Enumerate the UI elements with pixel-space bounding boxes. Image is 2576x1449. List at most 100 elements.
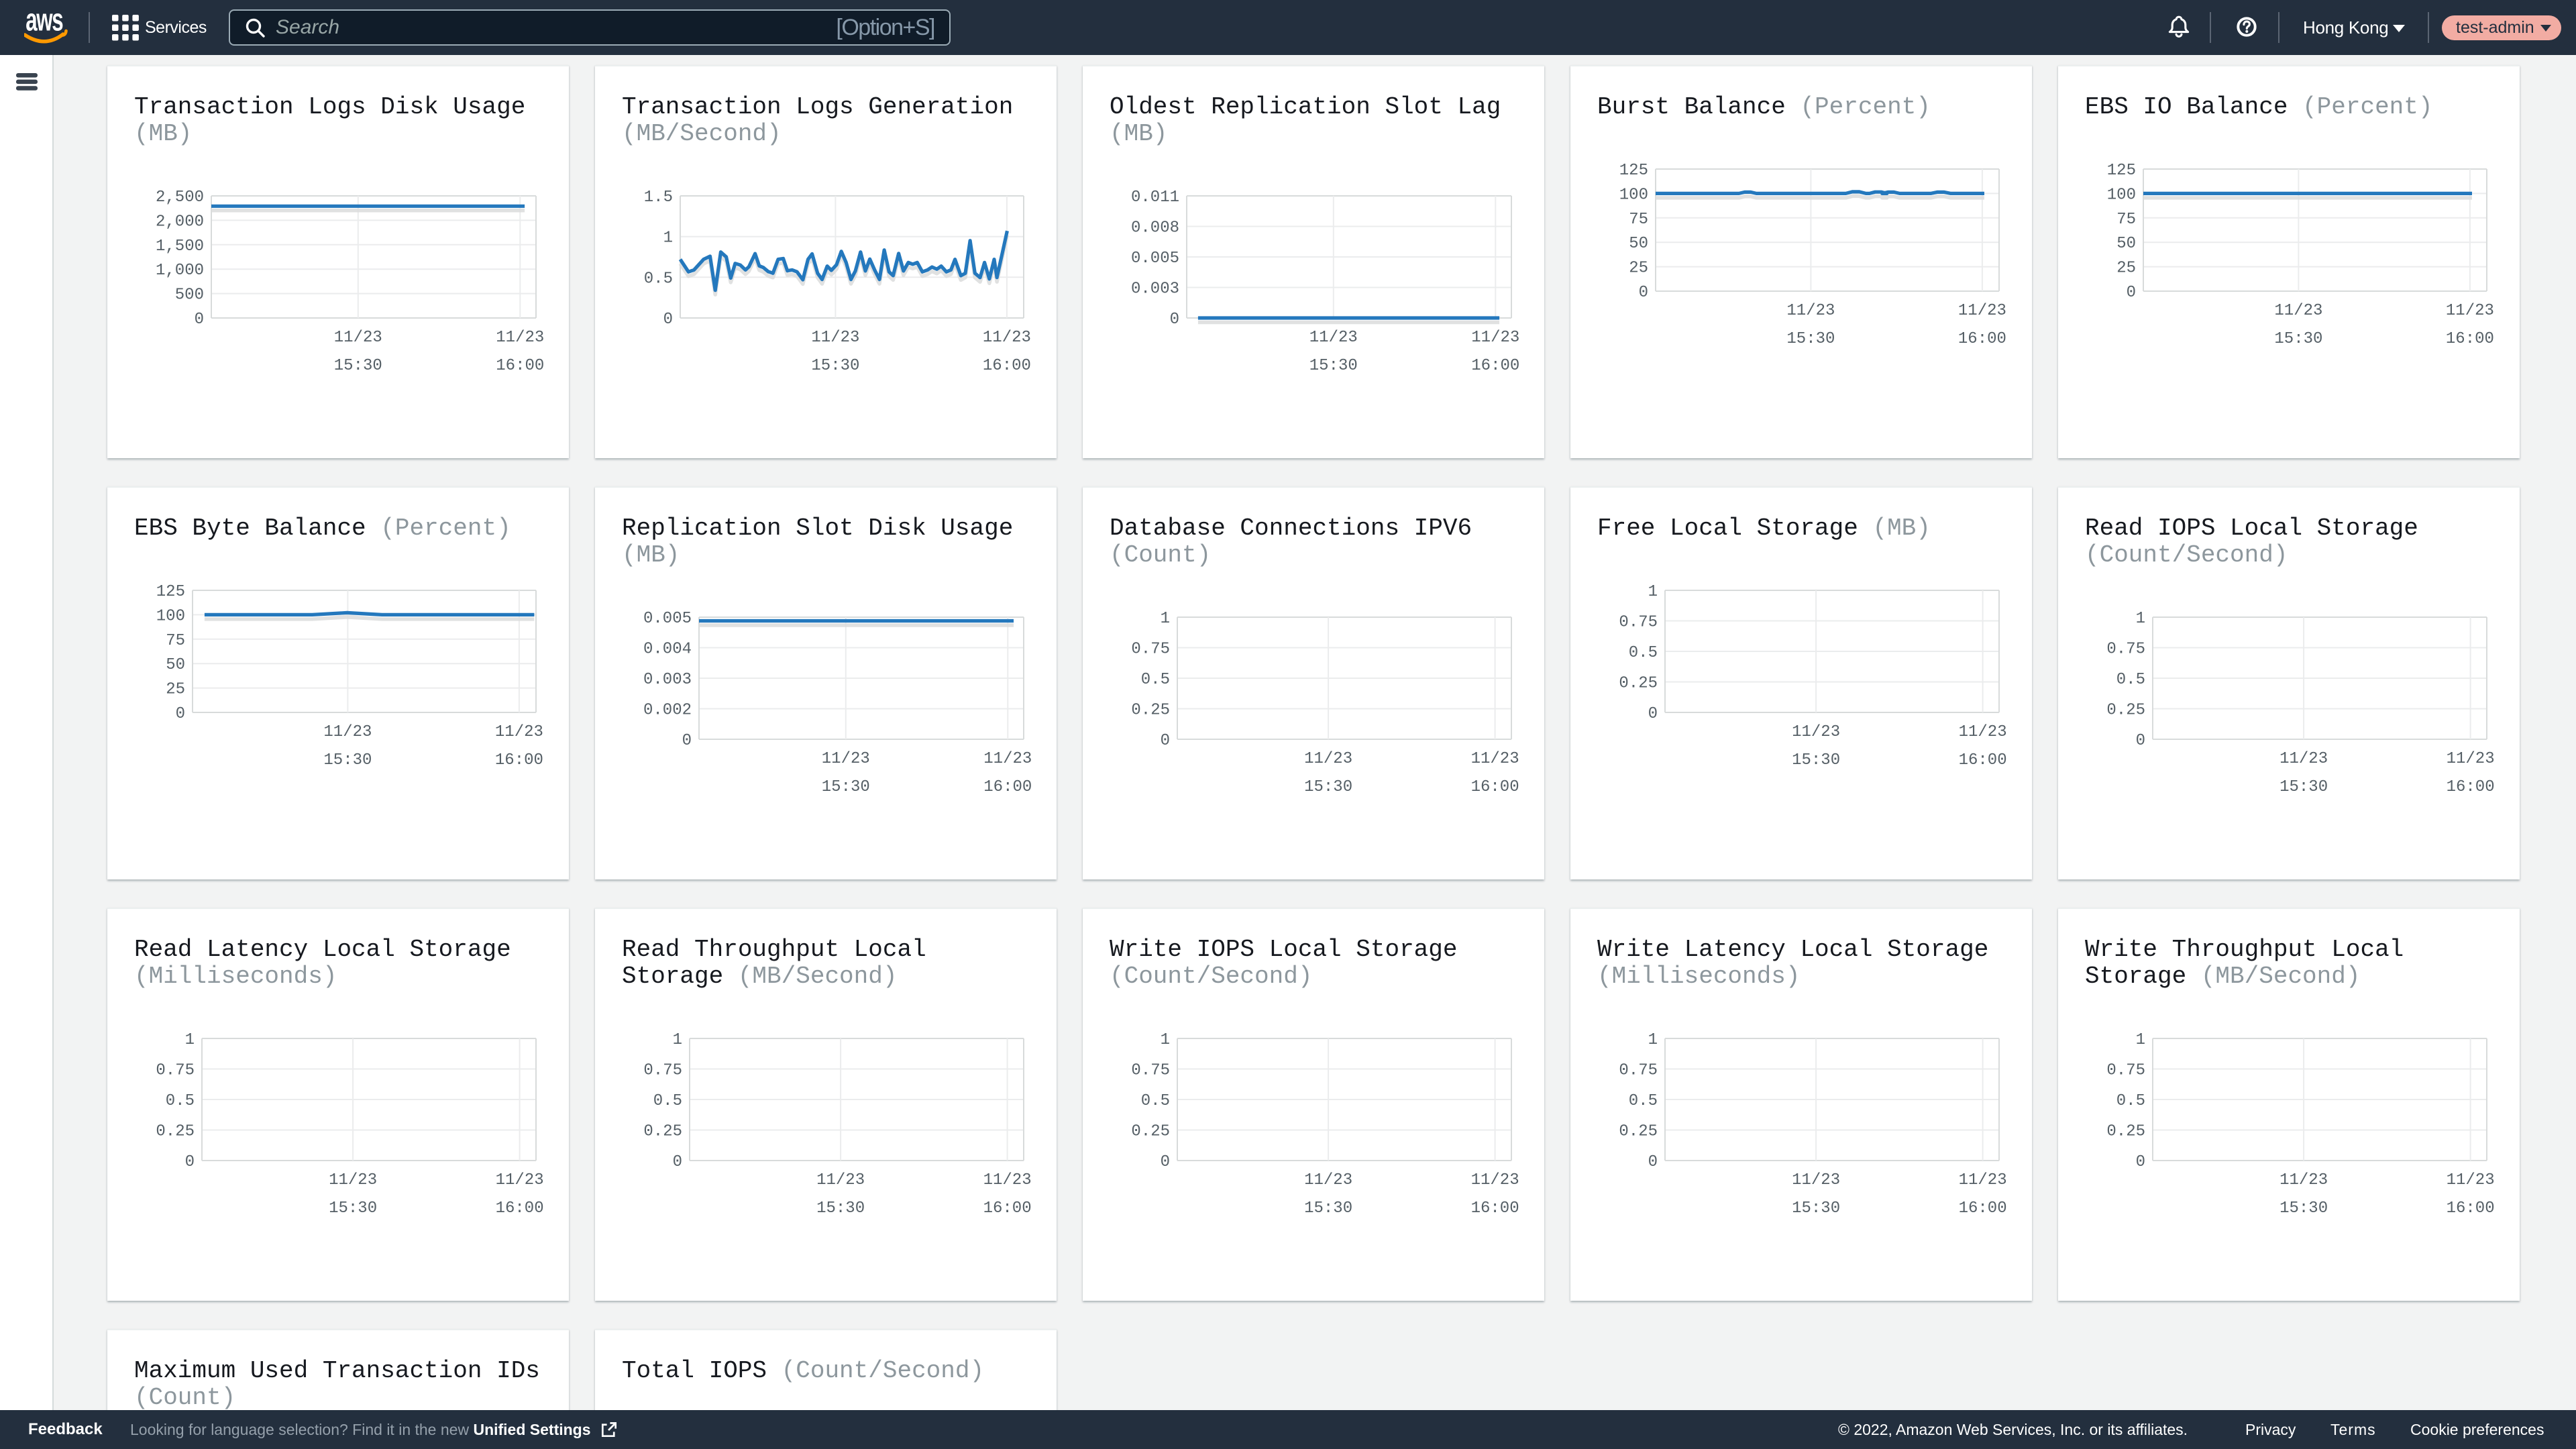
svg-text:0.25: 0.25 — [1619, 675, 1658, 693]
svg-text:16:00: 16:00 — [1959, 751, 2007, 769]
svg-text:15:30: 15:30 — [816, 1199, 865, 1218]
svg-text:1: 1 — [1161, 610, 1170, 628]
svg-text:16:00: 16:00 — [1471, 1199, 1519, 1218]
svg-text:15:30: 15:30 — [811, 357, 859, 375]
svg-text:125: 125 — [2107, 162, 2136, 180]
svg-text:11/23: 11/23 — [334, 329, 382, 347]
svg-text:11/23: 11/23 — [811, 329, 859, 347]
svg-text:1: 1 — [1161, 1031, 1170, 1049]
svg-text:0.5: 0.5 — [2116, 1092, 2145, 1110]
svg-text:100: 100 — [1619, 186, 1648, 204]
svg-text:16:00: 16:00 — [1471, 357, 1519, 375]
svg-text:aws: aws — [25, 9, 62, 38]
svg-text:0.005: 0.005 — [643, 610, 692, 628]
svg-text:0.5: 0.5 — [1629, 644, 1658, 662]
svg-text:15:30: 15:30 — [822, 778, 870, 796]
svg-text:0.75: 0.75 — [643, 1062, 682, 1080]
svg-text:15:30: 15:30 — [1304, 1199, 1352, 1218]
svg-text:11/23: 11/23 — [2279, 1171, 2328, 1189]
svg-text:1: 1 — [673, 1031, 682, 1049]
svg-text:16:00: 16:00 — [983, 1199, 1032, 1218]
svg-text:25: 25 — [2116, 260, 2136, 278]
svg-text:125: 125 — [1619, 162, 1648, 180]
svg-text:2,500: 2,500 — [156, 189, 204, 207]
svg-text:1: 1 — [663, 229, 673, 248]
svg-text:0: 0 — [1639, 284, 1648, 302]
svg-text:16:00: 16:00 — [983, 357, 1031, 375]
svg-text:15:30: 15:30 — [1304, 778, 1352, 796]
svg-text:15:30: 15:30 — [2274, 330, 2322, 348]
svg-text:11/23: 11/23 — [1471, 1171, 1519, 1189]
svg-text:0: 0 — [1161, 1153, 1170, 1171]
svg-text:11/23: 11/23 — [329, 1171, 377, 1189]
svg-text:75: 75 — [2116, 211, 2136, 229]
svg-text:2,000: 2,000 — [156, 213, 204, 231]
svg-text:11/23: 11/23 — [983, 750, 1032, 768]
svg-text:0.5: 0.5 — [166, 1092, 195, 1110]
svg-text:11/23: 11/23 — [495, 723, 543, 741]
svg-text:0.75: 0.75 — [2106, 1062, 2145, 1080]
svg-text:16:00: 16:00 — [2446, 330, 2494, 348]
svg-text:0.003: 0.003 — [1131, 280, 1179, 299]
svg-text:15:30: 15:30 — [329, 1199, 377, 1218]
svg-text:0: 0 — [2127, 284, 2136, 302]
svg-text:0: 0 — [673, 1153, 682, 1171]
svg-text:0.75: 0.75 — [1619, 614, 1658, 632]
svg-text:16:00: 16:00 — [495, 751, 543, 769]
svg-text:0.25: 0.25 — [643, 1123, 682, 1141]
svg-text:11/23: 11/23 — [1786, 302, 1835, 320]
svg-text:11/23: 11/23 — [1304, 750, 1352, 768]
svg-text:1: 1 — [2136, 610, 2145, 628]
svg-text:11/23: 11/23 — [1959, 723, 2007, 741]
svg-text:75: 75 — [166, 632, 185, 650]
svg-text:1.5: 1.5 — [644, 189, 673, 207]
svg-text:100: 100 — [156, 607, 185, 625]
svg-text:16:00: 16:00 — [2447, 778, 2495, 796]
svg-text:75: 75 — [1629, 211, 1648, 229]
svg-text:0: 0 — [663, 311, 673, 329]
svg-text:0: 0 — [185, 1153, 195, 1171]
svg-text:16:00: 16:00 — [1471, 778, 1519, 796]
svg-text:0.008: 0.008 — [1131, 219, 1179, 237]
svg-text:0.5: 0.5 — [1629, 1092, 1658, 1110]
svg-text:11/23: 11/23 — [2446, 302, 2494, 320]
svg-text:0: 0 — [1161, 732, 1170, 750]
svg-text:15:30: 15:30 — [334, 357, 382, 375]
svg-text:11/23: 11/23 — [496, 1171, 544, 1189]
svg-text:1: 1 — [185, 1031, 195, 1049]
svg-text:11/23: 11/23 — [822, 750, 870, 768]
svg-text:0.5: 0.5 — [644, 270, 673, 288]
svg-text:0: 0 — [195, 311, 204, 329]
svg-text:0.75: 0.75 — [2106, 641, 2145, 659]
svg-text:0.25: 0.25 — [2106, 1123, 2145, 1141]
svg-text:0.25: 0.25 — [1131, 702, 1170, 720]
svg-text:0.005: 0.005 — [1131, 250, 1179, 268]
svg-text:11/23: 11/23 — [1959, 1171, 2007, 1189]
svg-text:0: 0 — [2136, 1153, 2145, 1171]
svg-text:11/23: 11/23 — [983, 329, 1031, 347]
svg-text:0.004: 0.004 — [643, 641, 692, 659]
svg-text:15:30: 15:30 — [323, 751, 372, 769]
svg-text:16:00: 16:00 — [496, 1199, 544, 1218]
svg-text:11/23: 11/23 — [1309, 329, 1358, 347]
svg-text:11/23: 11/23 — [2274, 302, 2322, 320]
svg-text:11/23: 11/23 — [1792, 1171, 1840, 1189]
svg-text:11/23: 11/23 — [2279, 750, 2328, 768]
svg-text:15:30: 15:30 — [1786, 330, 1835, 348]
svg-text:0: 0 — [2136, 732, 2145, 750]
svg-text:0.25: 0.25 — [2106, 702, 2145, 720]
svg-text:0.5: 0.5 — [653, 1092, 682, 1110]
svg-text:0.5: 0.5 — [1141, 1092, 1170, 1110]
svg-text:16:00: 16:00 — [496, 357, 544, 375]
svg-text:11/23: 11/23 — [1471, 329, 1519, 347]
svg-text:0.75: 0.75 — [1131, 641, 1170, 659]
svg-text:0.75: 0.75 — [156, 1062, 195, 1080]
svg-text:25: 25 — [166, 681, 185, 699]
svg-text:0: 0 — [1648, 1153, 1658, 1171]
svg-text:11/23: 11/23 — [1792, 723, 1840, 741]
svg-text:15:30: 15:30 — [2279, 778, 2328, 796]
svg-text:0: 0 — [176, 705, 185, 723]
svg-text:15:30: 15:30 — [1792, 751, 1840, 769]
svg-text:25: 25 — [1629, 260, 1648, 278]
svg-text:11/23: 11/23 — [1471, 750, 1519, 768]
